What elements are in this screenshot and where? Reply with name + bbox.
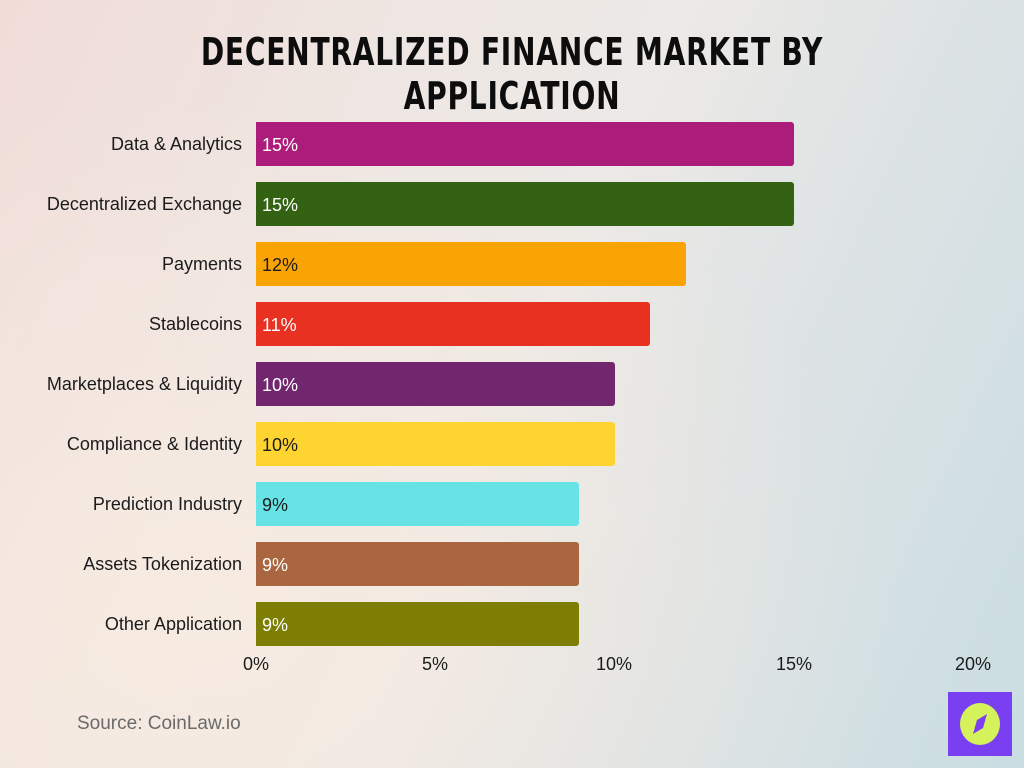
bar-value: 9% xyxy=(262,555,289,575)
bar: 10% xyxy=(256,422,615,466)
x-tick: 5% xyxy=(421,654,449,674)
bar-row-data-analytics: Data & Analytics 15% xyxy=(0,122,1024,166)
brand-logo xyxy=(948,692,1012,756)
bar-row-compliance-identity: Compliance & Identity 10% xyxy=(0,422,1024,466)
bar-value: 15% xyxy=(262,135,299,155)
bar-row-decentralized-exchange: Decentralized Exchange 15% xyxy=(0,182,1024,226)
bar-label: Stablecoins xyxy=(148,314,242,334)
bar: 9% xyxy=(256,542,579,586)
bar-row-other-application: Other Application 9% xyxy=(0,602,1024,646)
chart-title: Decentralized Finance Market by Applicat… xyxy=(200,30,824,118)
bar-label: Payments xyxy=(161,254,242,274)
bar-row-marketplaces-liquidity: Marketplaces & Liquidity 10% xyxy=(0,362,1024,406)
bar-label: Assets Tokenization xyxy=(83,554,242,574)
bar: 10% xyxy=(256,362,615,406)
bar: 12% xyxy=(256,242,687,286)
bar: 9% xyxy=(256,482,579,526)
bar-row-payments: Payments 12% xyxy=(0,242,1024,286)
bar-value: 9% xyxy=(262,615,289,635)
bar-label: Other Application xyxy=(104,614,242,634)
bar: 15% xyxy=(256,182,794,226)
bar-label: Prediction Industry xyxy=(92,494,242,514)
bar: 15% xyxy=(256,122,794,166)
bar-value: 15% xyxy=(262,195,299,215)
bar-label: Data & Analytics xyxy=(110,134,242,154)
bar: 11% xyxy=(256,302,651,346)
x-tick: 0% xyxy=(242,654,270,674)
bar-label: Decentralized Exchange xyxy=(46,194,242,214)
bar-row-prediction-industry: Prediction Industry 9% xyxy=(0,482,1024,526)
x-tick: 10% xyxy=(595,654,633,674)
bar-value: 10% xyxy=(262,375,299,395)
bar-label: Marketplaces & Liquidity xyxy=(46,374,242,394)
bar: 9% xyxy=(256,602,579,646)
x-tick: 20% xyxy=(954,654,992,674)
bar-row-stablecoins: Stablecoins 11% xyxy=(0,302,1024,346)
source-note: Source: CoinLaw.io xyxy=(77,713,241,734)
bar-value: 9% xyxy=(262,495,289,515)
bar-value: 12% xyxy=(262,255,299,275)
compass-icon xyxy=(960,703,1000,745)
x-tick: 15% xyxy=(775,654,813,674)
bar-label: Compliance & Identity xyxy=(66,434,242,454)
bar-value: 10% xyxy=(262,435,299,455)
bar-row-assets-tokenization: Assets Tokenization 9% xyxy=(0,542,1024,586)
bar-value: 11% xyxy=(262,315,297,335)
